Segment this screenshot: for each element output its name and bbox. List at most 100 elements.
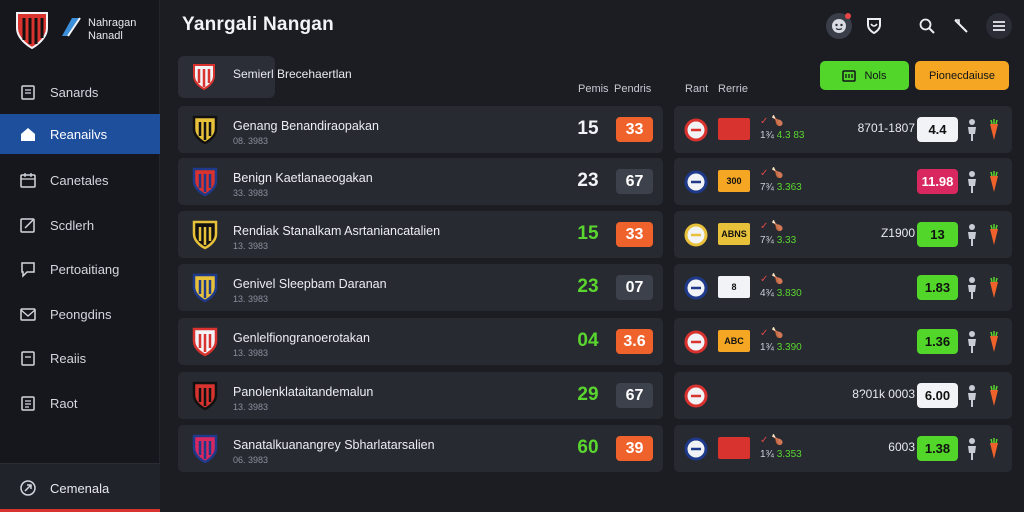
brand-line-2: Nanadl [88, 30, 123, 42]
stat-values: 1¾ 3.353 [760, 449, 802, 460]
sidebar-item-label: Reaiis [50, 350, 87, 366]
column-header-rant[interactable]: Rant [685, 83, 709, 95]
match-row[interactable]: Rendiak Stanalkam Asrtaniancatalien 13. 3… [178, 211, 663, 258]
odds-pill[interactable]: 6.00 [917, 383, 958, 408]
column-header-pemis[interactable]: Pemis [578, 83, 609, 95]
odds-pill[interactable]: 1.83 [917, 275, 958, 300]
stat-indicator: ✓ 🍗 [760, 116, 784, 127]
odds-row[interactable]: 300 ✓ 🍗 7¾ 3.363 11.98 [674, 158, 1012, 205]
calendar-icon [18, 170, 38, 190]
stat-indicator: ✓ 🍗 [760, 274, 784, 285]
team-subtext: 06. 3983 [233, 455, 269, 465]
tools-icon[interactable] [948, 13, 974, 39]
team-crest-icon [192, 220, 218, 250]
player-icon[interactable] [964, 330, 980, 354]
score-badge[interactable]: 67 [616, 383, 653, 408]
sidebar-item-raot[interactable]: Raot [0, 383, 160, 423]
opponent-crest-icon [684, 330, 708, 354]
nols-button-label: Nols [864, 69, 887, 82]
match-row[interactable]: Sanatalkuanangrey Sbharlatarsalien 06. 39… [178, 425, 663, 472]
odds-pill[interactable]: 1.38 [917, 436, 958, 461]
player-icon[interactable] [964, 276, 980, 300]
sidebar-item-sanards[interactable]: Sanards [0, 72, 160, 112]
odds-pill[interactable]: 13 [917, 222, 958, 247]
odds-value: 6003 [888, 440, 915, 454]
settings-icon [18, 478, 38, 498]
match-row[interactable]: Benign Kaetlanaeogakan 33. 3983 23 67 [178, 158, 663, 205]
column-header-rerrie[interactable]: Rerrie [718, 83, 748, 95]
carrot-icon[interactable] [986, 437, 1002, 461]
team-name: Sanatalkuanangrey Sbharlatarsalien [233, 438, 435, 452]
odds-row[interactable]: ABC ✓ 🍗 1¾ 3.390 1.36 [674, 318, 1012, 365]
stat-number: 3.353 [776, 449, 802, 460]
sidebar-item-pertoaitiang[interactable]: Pertoaitiang [0, 249, 160, 289]
player-icon[interactable] [964, 118, 980, 142]
sidebar-item-bottom[interactable]: Cemenala [0, 463, 160, 512]
score-badge[interactable]: 67 [616, 169, 653, 194]
team-crest-icon [192, 327, 218, 357]
team-name: Benign Kaetlanaeogakan [233, 171, 373, 185]
odds-pill[interactable]: 11.98 [917, 169, 958, 194]
brand[interactable]: Nahragan Nanadl [14, 10, 154, 54]
match-row[interactable]: Genivel Sleepbam Daranan 13. 3983 23 07 [178, 264, 663, 311]
sidebar-item-label: Pertoaitiang [50, 261, 120, 277]
carrot-icon[interactable] [986, 384, 1002, 408]
pionecdaiuse-button[interactable]: Pionecdaiuse [915, 61, 1009, 90]
player-icon[interactable] [964, 437, 980, 461]
stat-fraction: 7¾ [760, 182, 774, 193]
carrot-icon[interactable] [986, 170, 1002, 194]
nols-button[interactable]: Nols [820, 61, 909, 90]
page-title: Yanrgali Nangan [182, 14, 334, 35]
team-subtext: 13. 3983 [233, 294, 269, 304]
stat-number: 3.390 [776, 342, 802, 353]
match-row[interactable]: Genang Benandiraopakan 08. 3983 15 33 [178, 106, 663, 153]
score-badge[interactable]: 39 [616, 436, 653, 461]
search-icon[interactable] [914, 13, 940, 39]
carrot-icon[interactable] [986, 223, 1002, 247]
user-icon[interactable] [826, 13, 852, 39]
home-icon [18, 124, 38, 144]
team-name: Genivel Sleepbam Daranan [233, 277, 387, 291]
column-header-pendris[interactable]: Pendris [614, 83, 652, 95]
sidebar-item-label: Sanards [50, 84, 99, 100]
menu-icon[interactable] [986, 13, 1012, 39]
match-row[interactable]: Panolenklataitandemalun 13. 3983 29 67 [178, 372, 663, 419]
carrot-icon[interactable] [986, 276, 1002, 300]
odds-row[interactable]: ✓ 🍗 1¾ 3.353 6003 1.38 [674, 425, 1012, 472]
sidebar-item-reanailvs[interactable]: Reanailvs [0, 114, 160, 154]
team-crest-icon [192, 381, 218, 411]
odds-value: Z1900 [880, 226, 915, 240]
sidebar-item-scdlerh[interactable]: Scdlerh [0, 205, 160, 245]
score-badge[interactable]: 33 [616, 222, 653, 247]
score-badge[interactable]: 33 [616, 117, 653, 142]
section-title: Semierl Brecehaertlan [233, 67, 352, 81]
sidebar: Nahragan Nanadl Sanards Reanailvs Canetale… [0, 0, 160, 512]
team-name: Panolenklataitandemalun [233, 385, 374, 399]
odds-row[interactable]: 8?01k 0003 6.00 [674, 372, 1012, 419]
player-icon[interactable] [964, 384, 980, 408]
score-badge[interactable]: 07 [616, 275, 653, 300]
sidebar-item-label: Raot [50, 395, 78, 411]
carrot-icon[interactable] [986, 118, 1002, 142]
section-tab[interactable] [178, 56, 275, 98]
shield-icon[interactable] [861, 13, 887, 39]
club-crest-icon [16, 12, 48, 50]
carrot-icon[interactable] [986, 330, 1002, 354]
player-icon[interactable] [964, 223, 980, 247]
odds-row[interactable]: 8 ✓ 🍗 4¾ 3.830 1.83 [674, 264, 1012, 311]
sidebar-item-reaiis[interactable]: Reaiis [0, 338, 160, 378]
match-row[interactable]: Genlelfiongranoerotakan 13. 3983 04 3.6 [178, 318, 663, 365]
brand-mark-icon [62, 17, 81, 37]
sidebar-accent-line [0, 509, 160, 512]
odds-pill[interactable]: 4.4 [917, 117, 958, 142]
team-crest-icon [192, 434, 218, 464]
score-badge[interactable]: 3.6 [616, 329, 653, 354]
player-icon[interactable] [964, 170, 980, 194]
sidebar-item-canetales[interactable]: Canetales [0, 160, 160, 200]
sidebar-item-label: Peongdins [50, 306, 112, 322]
sidebar-item-peongdins[interactable]: Peongdins [0, 294, 160, 334]
score-value: 15 [577, 223, 599, 244]
odds-row[interactable]: ✓ 🍗 1¾ 4.3 83 8701-1807 4.4 [674, 106, 1012, 153]
odds-row[interactable]: ABNS ✓ 🍗 7¾ 3.33 Z1900 13 [674, 211, 1012, 258]
odds-pill[interactable]: 1.36 [917, 329, 958, 354]
